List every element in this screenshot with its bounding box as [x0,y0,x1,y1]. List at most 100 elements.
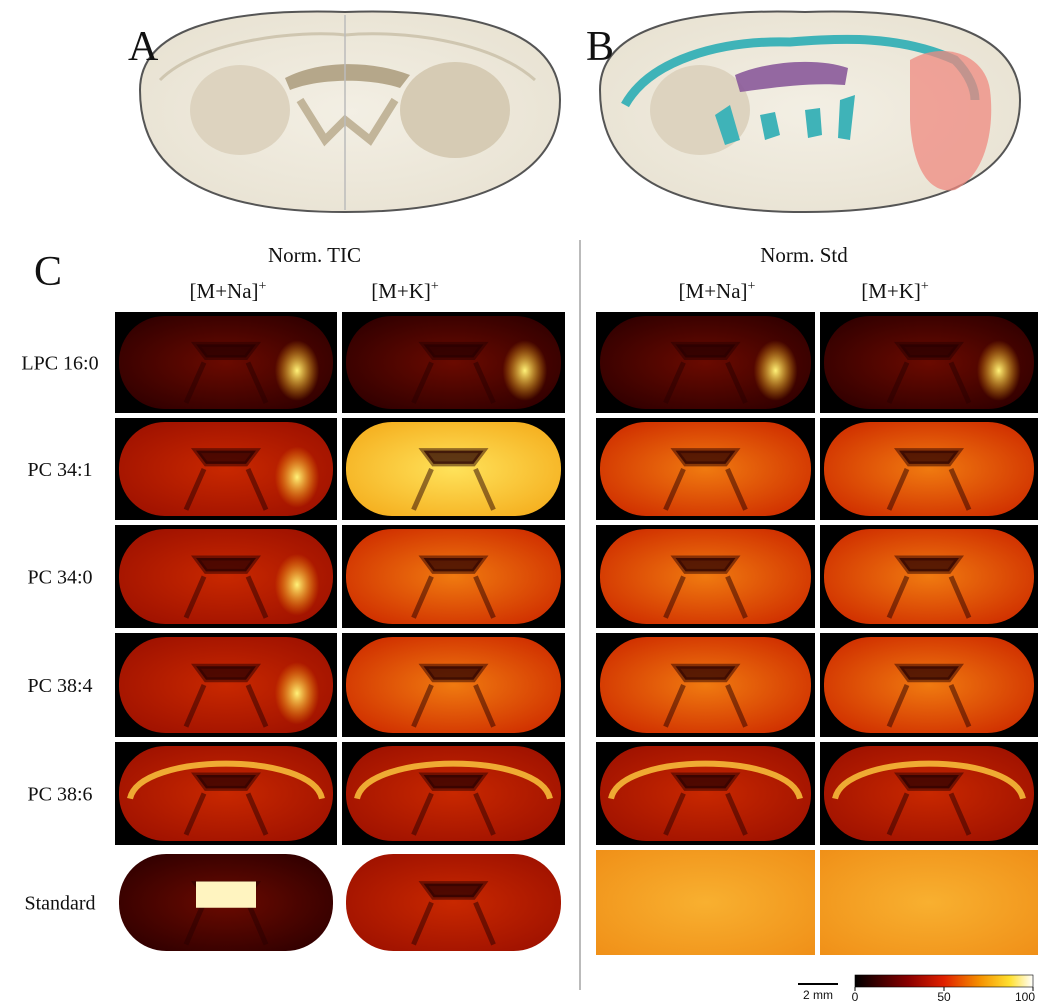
tissue-signal [346,529,561,624]
row-label: Standard [24,893,95,915]
row-label: PC 38:4 [27,675,92,697]
colorbar [854,974,1034,988]
scale-bar-label: 2 mm [803,988,833,1002]
ventricle [663,555,748,619]
ms-image [115,525,337,628]
ms-image [342,850,565,955]
tissue-signal [600,746,811,841]
ms-image [115,633,337,737]
ms-image [115,742,337,845]
ventricle [663,772,748,836]
row-label: LPC 16:0 [21,353,98,375]
ms-image [820,633,1038,737]
colorbar-tick-label: 100 [1015,990,1035,1004]
ms-image [342,312,565,413]
tissue [138,10,562,214]
cortex-rim [354,760,553,800]
column-header-base: [M+Na] [679,279,748,303]
tissue-signal [600,637,811,733]
ventricle [183,448,269,511]
tissue-signal [824,422,1034,516]
ventricle [183,555,269,619]
ventricle [411,772,496,836]
tissue-signal [824,746,1034,841]
ventricle [183,663,269,728]
ms-image [596,742,815,845]
row-label: PC 34:0 [27,567,92,589]
ventricle [886,772,972,836]
ventricle [411,341,496,404]
row-label: PC 34:1 [27,459,92,481]
column-header-sup: + [748,279,756,294]
column-header: [M+K]+ [371,279,439,303]
ms-image [342,633,565,737]
ms-image [596,312,815,413]
tissue-signal [119,746,333,841]
ventricle [886,555,972,619]
striatum-spot [274,553,320,616]
ms-image [820,312,1038,413]
row-label: PC 38:6 [27,784,92,806]
ms-image [820,418,1038,520]
section-b [598,10,1022,214]
striatum-overlay [910,51,992,191]
column-header: [M+K]+ [861,279,929,303]
colorbar-tick-label: 50 [937,990,951,1004]
ms-image [820,850,1038,955]
panel-label: B [586,24,614,70]
ms-image [115,312,337,413]
cortex-rim [127,760,325,800]
column-header: [M+Na]+ [679,279,756,303]
striatum-spot [274,446,320,508]
ms-image [342,525,565,628]
column-header-sup: + [921,279,929,294]
tissue-signal [346,854,561,951]
tissue-signal [596,850,815,955]
tissue-signal [346,637,561,733]
panel-label: A [128,24,159,70]
tissue-signal [600,422,811,516]
ventricle [411,663,496,728]
ventricle [663,663,748,728]
tissue-signal [820,850,1038,955]
tissue-signal [600,529,811,624]
section-a [125,0,575,218]
column-header-sup: + [259,279,267,294]
column-header-base: [M+K] [861,279,921,303]
striatum-spot [274,340,320,401]
ms-image [596,633,815,737]
column-header-sup: + [431,279,439,294]
column-header: [M+Na]+ [190,279,267,303]
ms-image [820,742,1038,845]
ventricle [663,341,748,404]
bright-region [196,881,256,908]
ventricle-overlay [715,95,855,145]
tissue-signal [824,637,1034,733]
colorbar-tick-label: 0 [852,990,859,1004]
cortex-rim [832,760,1026,800]
column-header-base: [M+Na] [190,279,259,303]
corpus-callosum [285,64,410,90]
ms-image [342,418,565,520]
striatum-spot [502,340,548,401]
striatum [400,62,510,158]
group-title: Norm. Std [760,243,848,267]
ms-image [342,742,565,845]
ventricle [886,448,972,511]
panel-label: C [34,249,62,295]
tissue-signal [824,529,1034,624]
striatum-spot [274,662,320,725]
ventricle [411,448,496,511]
striatum [190,65,290,155]
ms-image [596,525,815,628]
ventricle [183,341,269,404]
ms-image [115,418,337,520]
ventricle [886,663,972,728]
ventricle [411,881,496,946]
cortex-rim [608,760,803,800]
ventricle [411,555,496,619]
tissue-signal [346,422,561,516]
ventricle [183,772,269,836]
corpus-callosum-overlay [735,61,848,92]
